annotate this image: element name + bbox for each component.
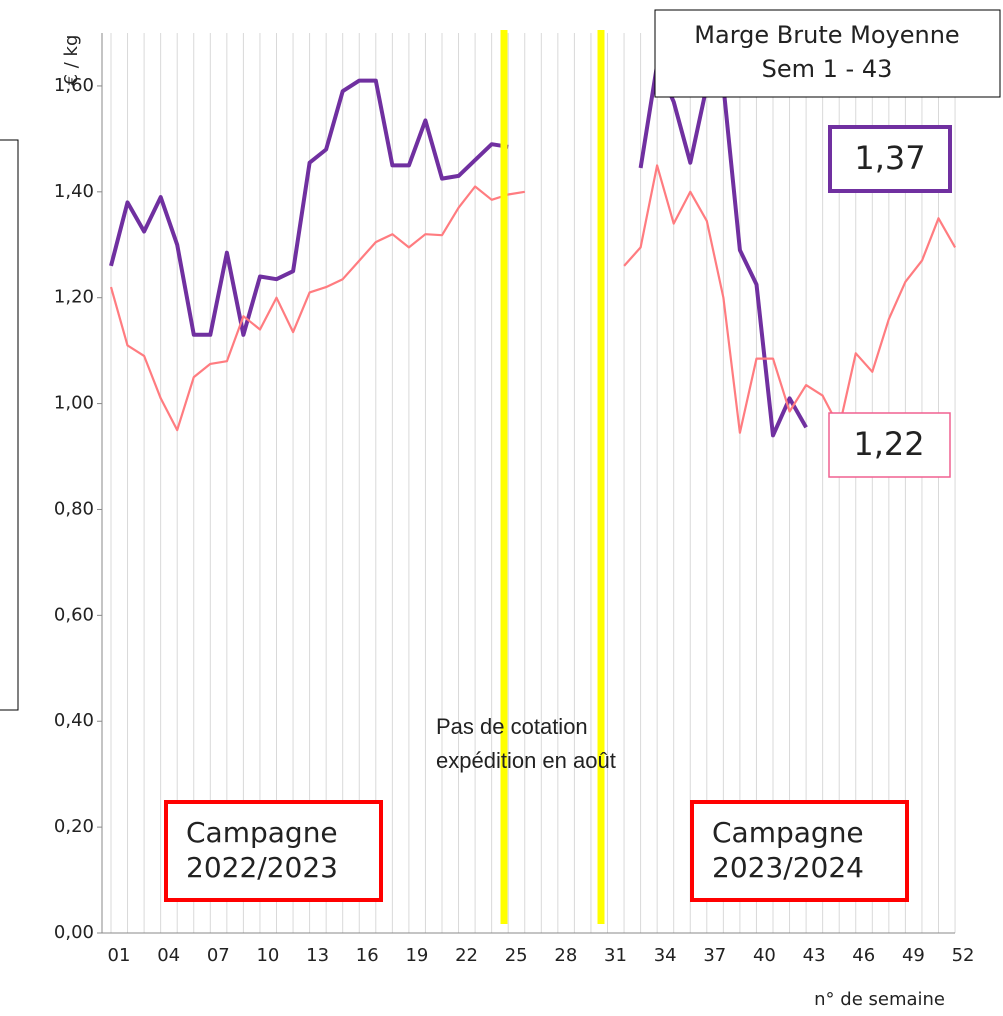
campaign-label: 2023/2024 <box>712 851 864 884</box>
title-box <box>654 9 1001 98</box>
x-tick-label: 37 <box>703 945 726 966</box>
y-tick-label: 0,80 <box>54 498 94 519</box>
y-axis-label: € / kg <box>61 35 82 86</box>
y-tick-label: 1,40 <box>54 181 94 202</box>
pink-value: 1,22 <box>853 425 924 463</box>
y-tick-label: 1,60 <box>54 75 94 96</box>
x-tick-label: 52 <box>952 945 975 966</box>
campaign-label: Campagne <box>186 816 338 849</box>
x-tick-label: 31 <box>604 945 627 966</box>
y-tick-label: 0,40 <box>54 710 94 731</box>
x-tick-label: 46 <box>852 945 875 966</box>
y-tick-label: 0,00 <box>54 922 94 943</box>
x-tick-label: 22 <box>455 945 478 966</box>
pink-box <box>828 412 951 478</box>
purple-value: 1,37 <box>854 139 925 177</box>
x-tick-label: 49 <box>902 945 925 966</box>
x-tick-label: 07 <box>207 945 230 966</box>
gap-note: expédition en août <box>436 748 616 773</box>
purple-box <box>828 125 952 193</box>
campaign-box <box>690 800 909 902</box>
lines <box>109 62 957 438</box>
x-tick-label: 10 <box>256 945 279 966</box>
gap-note: Pas de cotation <box>436 714 588 739</box>
subtitle: Sem 1 - 43 <box>762 55 893 83</box>
y-tick-label: 0,60 <box>54 604 94 625</box>
x-tick-label: 19 <box>405 945 428 966</box>
y-tick-label: 1,20 <box>54 287 94 308</box>
campaign-box <box>164 800 383 902</box>
grid <box>110 33 956 933</box>
x-tick-label: 13 <box>306 945 329 966</box>
series-line <box>109 164 957 434</box>
x-axis-label: n° de semaine <box>814 989 945 1010</box>
x-tick-label: 16 <box>356 945 379 966</box>
y-tick-label: 1,00 <box>54 393 94 414</box>
x-tick-label: 28 <box>554 945 577 966</box>
title: Marge Brute Moyenne <box>694 21 959 49</box>
campaign-label: Campagne <box>712 816 864 849</box>
x-tick-label: 40 <box>753 945 776 966</box>
x-tick-label: 43 <box>803 945 826 966</box>
legend-box <box>0 139 19 711</box>
x-tick-label: 01 <box>108 945 131 966</box>
x-tick-label: 25 <box>505 945 528 966</box>
x-tick-label: 04 <box>157 945 180 966</box>
x-tick-label: 34 <box>654 945 677 966</box>
campaign-label: 2022/2023 <box>186 851 338 884</box>
y-tick-label: 0,20 <box>54 816 94 837</box>
